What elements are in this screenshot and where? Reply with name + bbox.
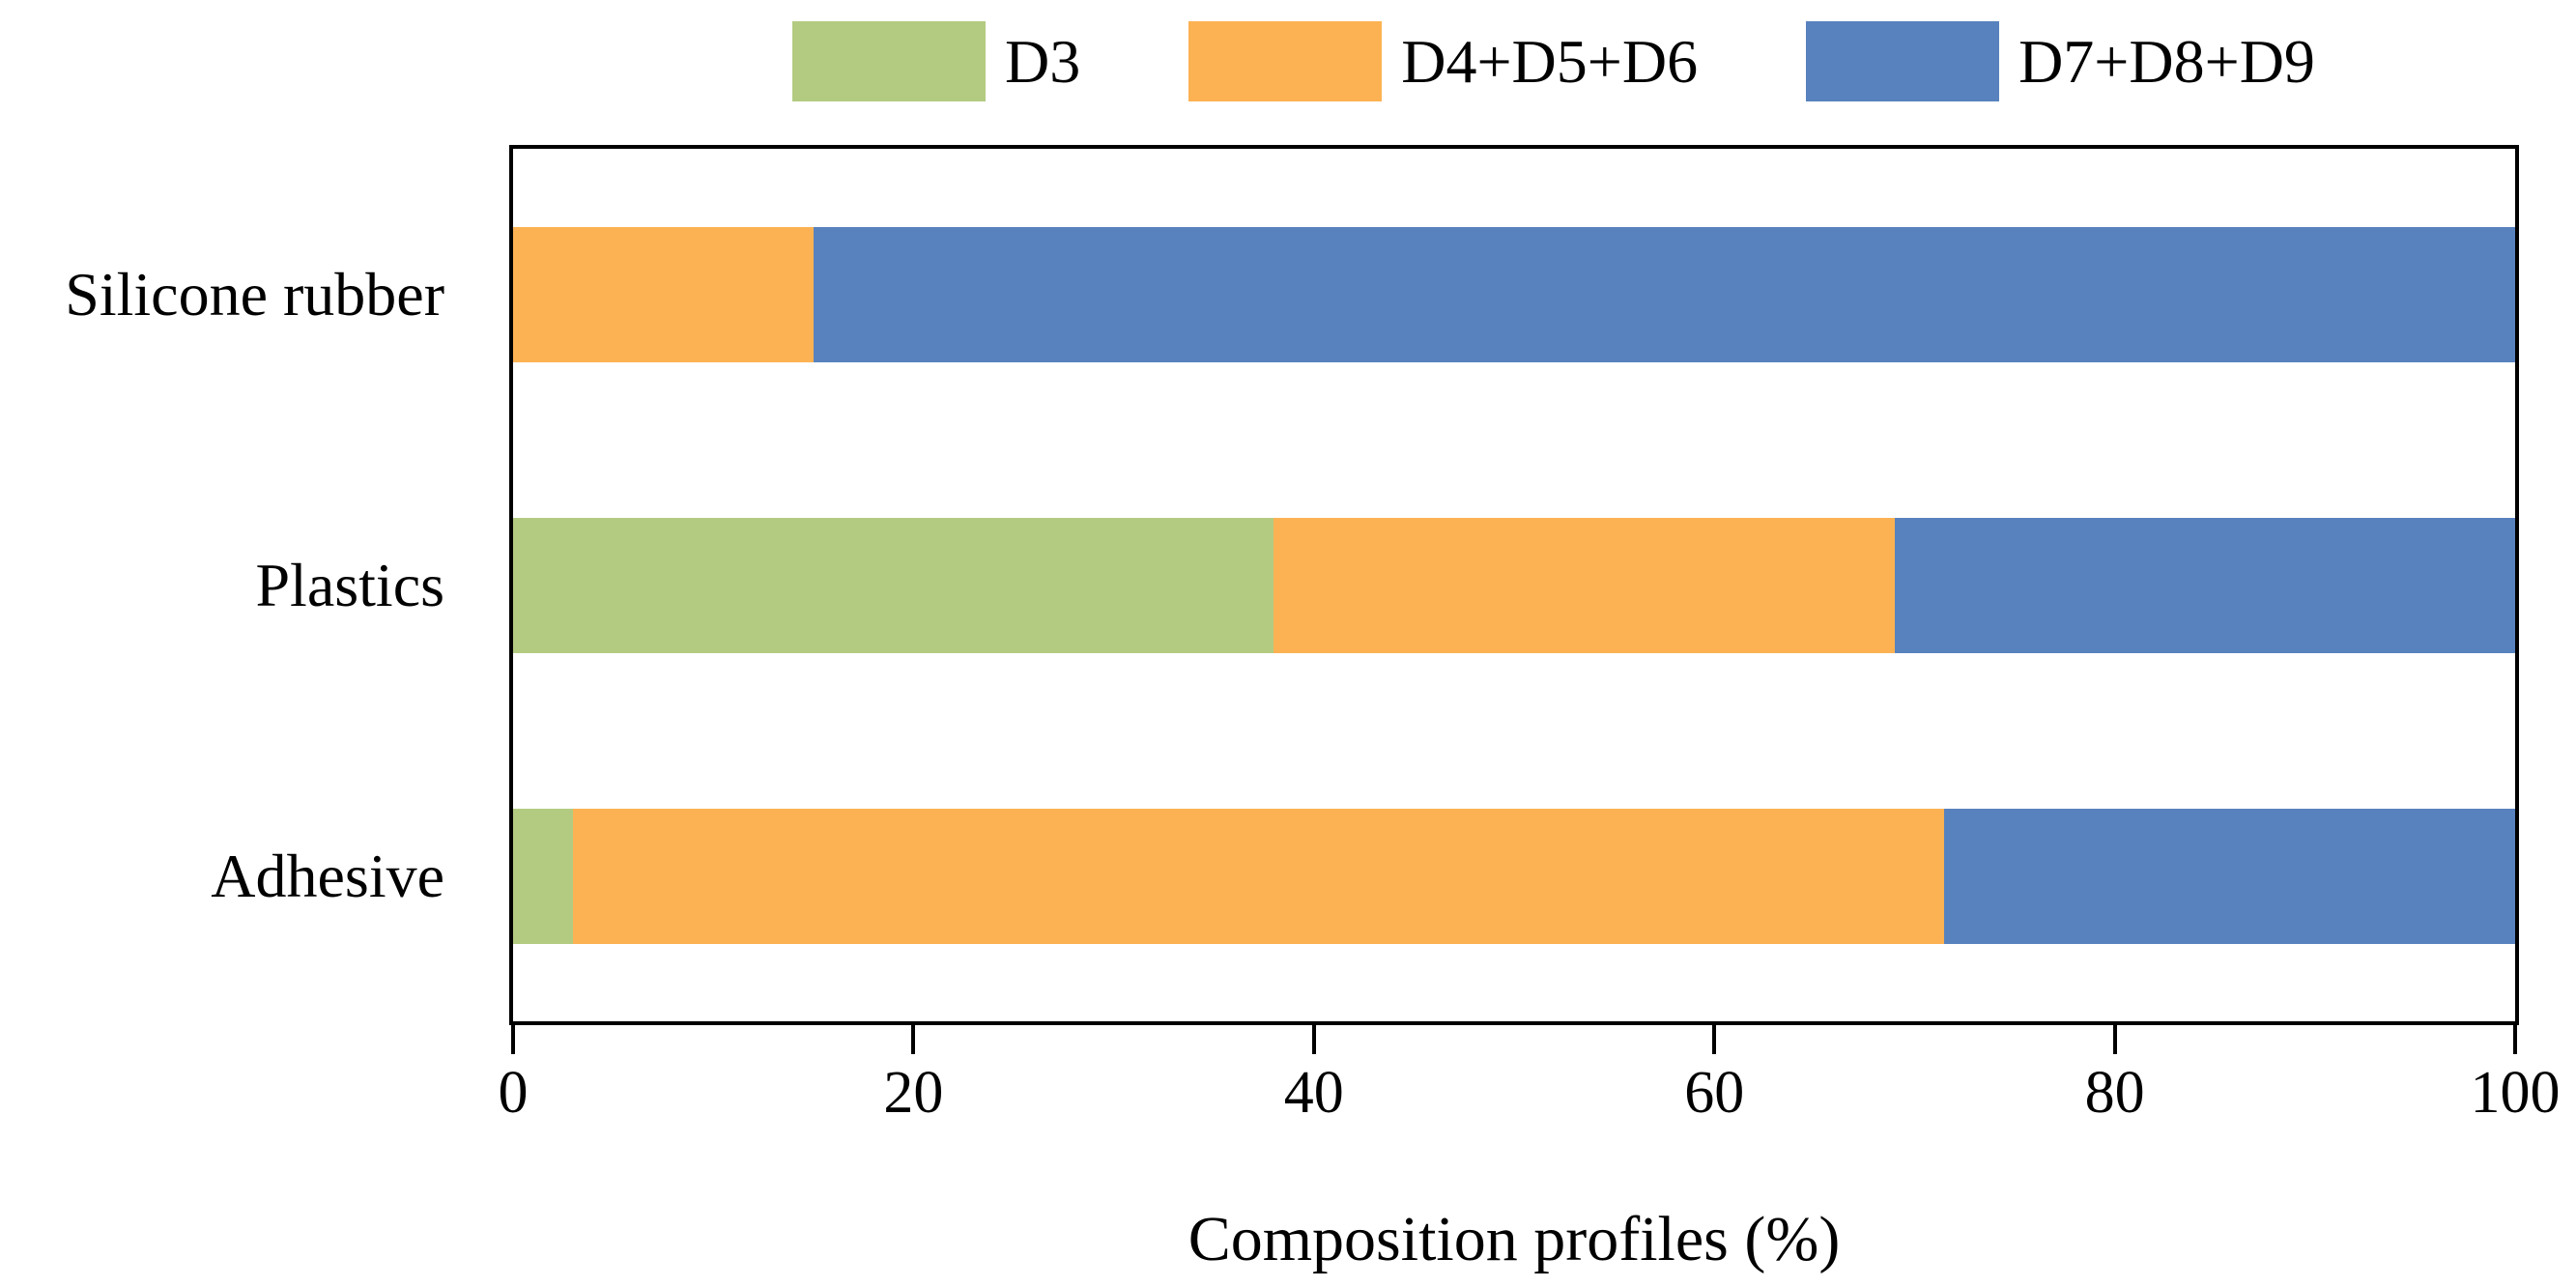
legend-swatch-d3 xyxy=(792,21,986,101)
x-tick-label-80: 80 xyxy=(2084,1060,2145,1126)
legend-label-d7d8d9: D7+D8+D9 xyxy=(2018,26,2315,96)
x-tick-mark-60 xyxy=(1712,1021,1717,1054)
x-tick-mark-40 xyxy=(1311,1021,1316,1054)
x-tick-mark-0 xyxy=(511,1021,515,1054)
legend-label-d4d5d6: D4+D5+D6 xyxy=(1401,26,1699,96)
bar-segment-d4-d5-d6 xyxy=(573,808,1945,944)
bar-segment-d7-d8-d9 xyxy=(1944,808,2515,944)
bar-segment-d3 xyxy=(513,517,1274,653)
bar-plastics xyxy=(513,517,2515,653)
x-tick-label-20: 20 xyxy=(883,1060,944,1126)
x-tick-mark-20 xyxy=(911,1021,916,1054)
bar-segment-d4-d5-d6 xyxy=(513,226,814,362)
x-tick-mark-80 xyxy=(2112,1021,2117,1054)
bar-segment-d7-d8-d9 xyxy=(1894,517,2515,653)
bar-segment-d4-d5-d6 xyxy=(1274,517,1895,653)
x-tick-label-60: 60 xyxy=(1684,1060,1745,1126)
legend-item-d4d5d6: D4+D5+D6 xyxy=(1188,21,1698,101)
legend-swatch-d4d5d6 xyxy=(1188,21,1383,101)
bar-segment-d3 xyxy=(513,808,574,944)
category-label-silicone-rubber: Silicone rubber xyxy=(65,259,444,329)
legend-swatch-d7d8d9 xyxy=(1806,21,2000,101)
x-axis-title: Composition profiles (%) xyxy=(1188,1204,1841,1274)
x-tick-mark-100 xyxy=(2513,1021,2517,1054)
bar-silicone-rubber xyxy=(513,226,2515,362)
x-tick-label-100: 100 xyxy=(2470,1060,2561,1126)
legend-item-d7d8d9: D7+D8+D9 xyxy=(1806,21,2315,101)
legend-item-d3: D3 xyxy=(792,21,1080,101)
bar-segment-d7-d8-d9 xyxy=(813,226,2515,362)
legend-label-d3: D3 xyxy=(1005,26,1081,96)
x-tick-label-40: 40 xyxy=(1283,1060,1344,1126)
bar-adhesive xyxy=(513,808,2515,944)
category-label-plastics: Plastics xyxy=(255,550,444,619)
category-label-adhesive: Adhesive xyxy=(211,841,444,910)
plot-area xyxy=(509,145,2519,1025)
x-tick-label-0: 0 xyxy=(498,1060,529,1126)
legend: D3 D4+D5+D6 D7+D8+D9 xyxy=(792,21,2315,101)
